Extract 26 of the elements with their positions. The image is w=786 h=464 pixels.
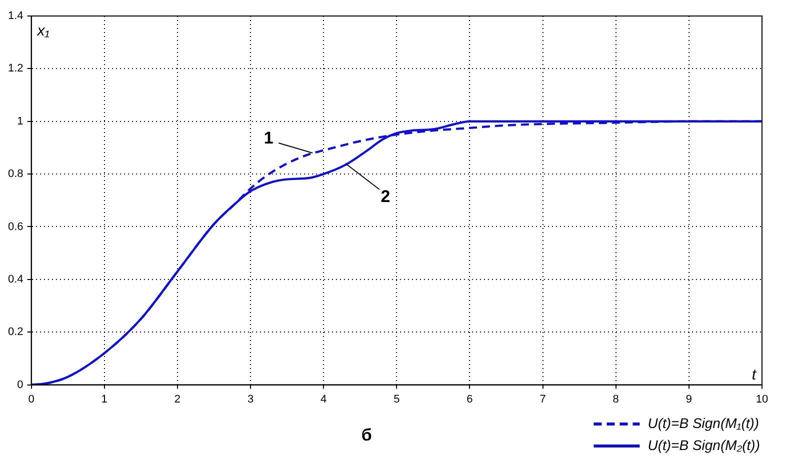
y-tick-label: 0 xyxy=(17,378,24,391)
x-tick-label: 7 xyxy=(540,393,546,406)
x-tick-label: 4 xyxy=(320,393,327,406)
x-tick-label: 8 xyxy=(612,393,619,406)
x-tick-label: 6 xyxy=(466,393,473,406)
x-tick-label: 1 xyxy=(101,393,108,406)
x-tick-label: 10 xyxy=(756,393,768,406)
y-tick-label: 0.2 xyxy=(8,326,24,338)
x-tick-label: 3 xyxy=(247,393,254,406)
legend-label: U(t)=B Sign(M₁(t)) xyxy=(648,414,760,431)
y-tick-label: 0.8 xyxy=(8,168,24,180)
annotation: 1 xyxy=(264,128,274,148)
x-tick-label: 9 xyxy=(686,393,692,406)
x-tick-label: 0 xyxy=(28,393,34,406)
y-tick-label: 1 xyxy=(17,115,24,128)
text: б xyxy=(361,426,372,445)
x-axis-title: t xyxy=(752,366,757,384)
annotation: 2 xyxy=(380,187,390,206)
y-tick-label: 1.2 xyxy=(8,62,24,75)
y-tick-label: 0.4 xyxy=(8,273,24,286)
y-tick-label: 0.6 xyxy=(8,220,24,233)
y-axis-title: x₁ xyxy=(36,22,50,40)
x-tick-label: 2 xyxy=(174,393,180,406)
x-tick-label: 5 xyxy=(394,393,400,406)
legend-label: U(t)=B Sign(M₂(t)) xyxy=(648,436,760,453)
y-tick-label: 1.4 xyxy=(8,10,24,22)
